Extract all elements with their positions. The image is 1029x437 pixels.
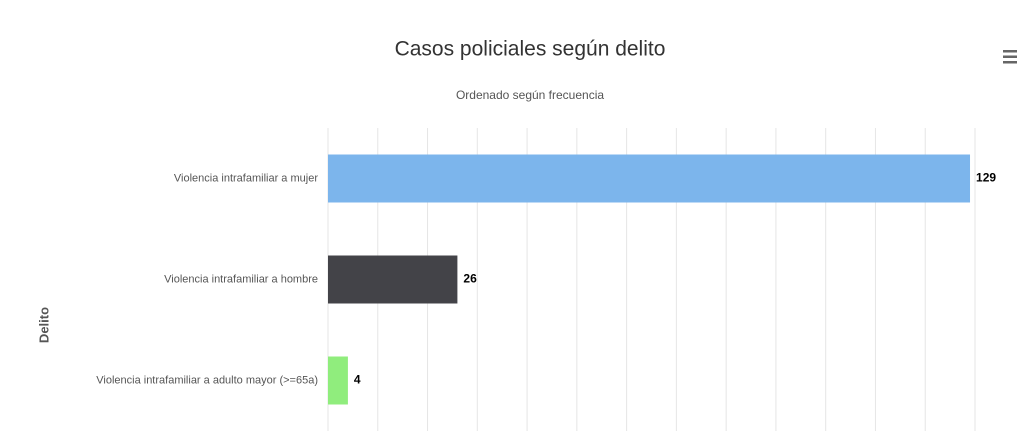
category-axis-title: Delito [36, 307, 51, 343]
chart-subtitle: Ordenado según frecuencia [456, 88, 604, 102]
bar [328, 356, 348, 405]
data-label: 26 [463, 272, 477, 286]
data-label: 4 [354, 373, 361, 387]
category-label: Violencia intrafamiliar a hombre [164, 273, 318, 285]
menu-line[interactable] [1003, 50, 1017, 53]
bar [328, 154, 971, 203]
data-label: 129 [976, 171, 996, 185]
category-label: Violencia intrafamiliar a mujer [174, 172, 318, 184]
category-label: Violencia intrafamiliar a adulto mayor (… [96, 374, 318, 386]
bar [328, 255, 458, 304]
chart-title: Casos policiales según delito [395, 38, 666, 61]
menu-button[interactable] [1003, 50, 1017, 64]
menu-line[interactable] [1003, 61, 1017, 64]
menu-line[interactable] [1003, 55, 1017, 59]
